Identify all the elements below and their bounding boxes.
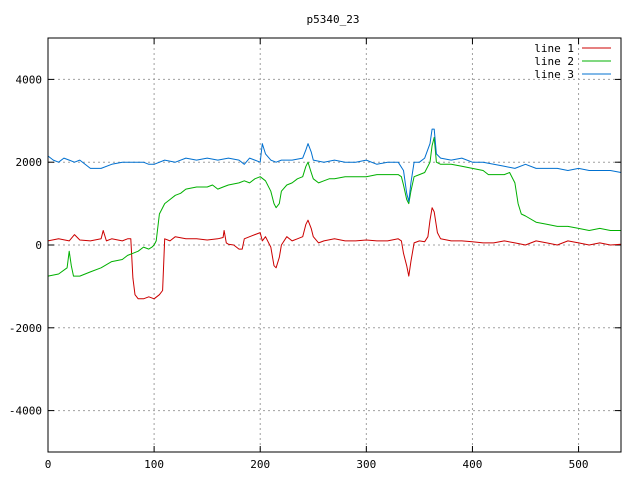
plot-area-frame xyxy=(47,37,622,453)
chart-title: p5340_23 xyxy=(307,13,360,26)
series-group xyxy=(47,128,622,300)
x-tick-label: 100 xyxy=(144,458,164,471)
x-tick-label: 0 xyxy=(45,458,52,471)
y-tick-label: -2000 xyxy=(9,322,42,335)
series-line-2 xyxy=(47,136,621,277)
legend-label: line 3 xyxy=(534,68,574,81)
y-tick-label: 0 xyxy=(35,239,42,252)
series-line-1 xyxy=(47,207,622,300)
grid-lines xyxy=(48,38,621,452)
axis-ticks: 0 100 200 300 400 500 -4000 -2000 0 2000 4000 xyxy=(9,38,621,471)
legend-label: line 1 xyxy=(534,42,574,55)
x-tick-label: 200 xyxy=(250,458,270,471)
y-tick-label: -4000 xyxy=(9,405,42,418)
legend-label: line 2 xyxy=(534,55,574,68)
series-line-3 xyxy=(47,128,622,202)
y-tick-label: 4000 xyxy=(16,73,43,86)
x-tick-label: 400 xyxy=(463,458,483,471)
x-tick-label: 500 xyxy=(569,458,589,471)
y-tick-label: 2000 xyxy=(16,156,43,169)
x-tick-label: 300 xyxy=(356,458,376,471)
